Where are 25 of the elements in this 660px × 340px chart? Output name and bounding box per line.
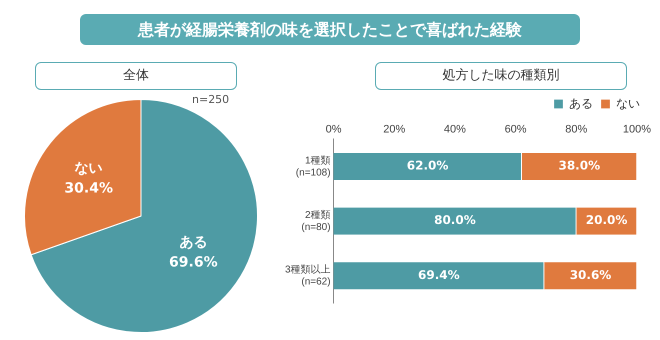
x-tick-label: 80% [565, 124, 588, 136]
x-tick-label: 20% [383, 124, 406, 136]
x-tick-label: 60% [504, 124, 527, 136]
x-tick-label: 40% [444, 124, 466, 136]
data-label: 62.0% [406, 158, 448, 173]
text: n=250 [192, 93, 230, 106]
data-label: 30.6% [570, 268, 612, 282]
data-label: 30.4% [64, 180, 113, 197]
legend-label: ない [616, 96, 640, 110]
data-label: 80.0% [434, 213, 476, 228]
data-label: 20.0% [586, 213, 628, 228]
text: 患者が経腸栄養剤の味を選択したことで喜ばれた経験 [80, 14, 580, 45]
x-tick-label: 100% [622, 124, 652, 136]
data-label: 69.4% [418, 268, 460, 282]
x-tick-label: 0% [326, 124, 342, 136]
data-label: 38.0% [558, 158, 600, 173]
y-tick-label: 3種類以上 (n=62) [285, 263, 331, 288]
slice-label: ある [179, 234, 208, 251]
data-label: 69.6% [169, 254, 218, 271]
slice-label: ない [74, 160, 103, 177]
y-tick-label: 1種類 (n=108) [296, 154, 331, 178]
y-tick-label: 2種類 (n=80) [301, 208, 331, 233]
legend-label: ある [569, 96, 593, 110]
chart-title: 処方した味の種類別 [375, 62, 627, 90]
chart-subtitle: 全体 [35, 62, 237, 90]
